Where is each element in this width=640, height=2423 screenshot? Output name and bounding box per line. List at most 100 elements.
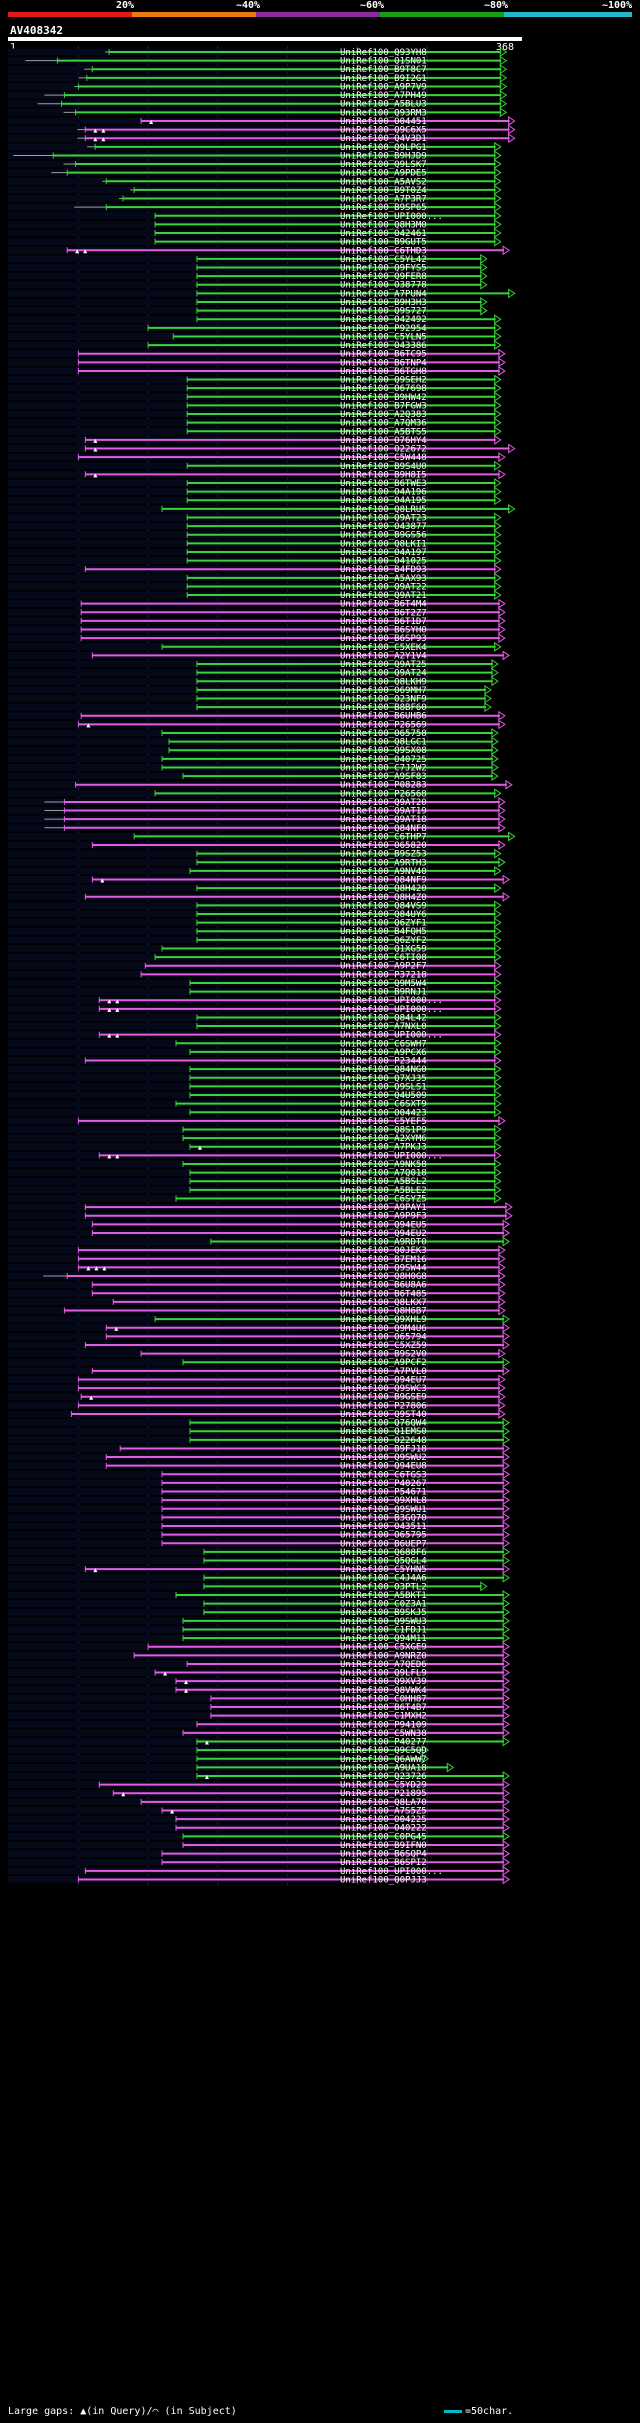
- hit-arrowhead: [502, 1340, 510, 1350]
- hit-arrowhead: [508, 503, 516, 514]
- query-gap-marker: [107, 1154, 112, 1159]
- hit-arrowhead: [498, 1409, 506, 1419]
- hit-label: UniRef100_C5XEK4: [340, 643, 427, 653]
- hit-arrowhead: [494, 159, 502, 169]
- row-band: [8, 410, 338, 418]
- hit-label: UniRef100_B6UHB6: [340, 712, 427, 722]
- hit-arrowhead: [502, 1417, 510, 1428]
- hit-arrowhead: [494, 969, 502, 980]
- hit-label: UniRef100_A5BKT1: [340, 1591, 427, 1601]
- hit-label: UniRef100_Q6ZYF1: [340, 919, 427, 929]
- hit-label: UniRef100_A7PVL0: [340, 1367, 427, 1377]
- query-gap-marker: [83, 249, 88, 254]
- query-gap-marker: [204, 1775, 209, 1779]
- hit-arrowhead: [494, 383, 502, 394]
- hit-arrowhead: [480, 297, 488, 307]
- hit-arrowhead: [505, 779, 513, 790]
- hit-label: UniRef100_A9PCF2: [340, 1358, 427, 1368]
- hit-label: UniRef100_P26568: [340, 789, 427, 799]
- row-band: [8, 772, 338, 780]
- hit-label: UniRef100_Q84UY6: [340, 910, 427, 920]
- hit-arrowhead: [502, 1624, 510, 1635]
- row-band: [8, 1815, 338, 1823]
- hit-label: UniRef100_B6TWE3: [340, 479, 427, 489]
- hit-arrowhead: [494, 340, 502, 351]
- hit-label: UniRef100_Q8H4Z0: [340, 893, 427, 903]
- hit-arrowhead: [494, 434, 502, 445]
- hit-arrowhead: [502, 1512, 510, 1523]
- hit-label: UniRef100_B9HW42: [340, 393, 427, 403]
- row-band: [8, 1436, 338, 1444]
- hit-label: UniRef100_A9P7V9: [340, 82, 427, 92]
- legend-segment-100: [504, 12, 632, 17]
- hit-label: UniRef100_O65794: [340, 1332, 427, 1342]
- row-band: [8, 281, 338, 289]
- hit-arrowhead: [494, 1107, 502, 1118]
- query-gap-marker: [184, 1688, 189, 1693]
- hit-label: UniRef100_B9GS56: [340, 531, 427, 541]
- row-band: [8, 1660, 338, 1668]
- query-length-bar: [8, 37, 522, 41]
- row-band: [8, 1169, 338, 1177]
- hit-arrowhead: [502, 1684, 510, 1695]
- row-band: [8, 1074, 338, 1082]
- query-title: AV408342: [10, 24, 63, 37]
- hit-arrowhead: [502, 1805, 510, 1816]
- hit-label: UniRef100_Q9LSK7: [340, 160, 427, 170]
- row-band: [8, 255, 338, 263]
- row-band: [8, 1048, 338, 1056]
- hit-arrowhead: [494, 538, 502, 549]
- legend-segment-80: [380, 12, 504, 17]
- hit-label: UniRef100_B9IFN0: [340, 1841, 427, 1851]
- hit-arrowhead: [480, 271, 488, 282]
- row-band: [8, 539, 338, 547]
- hit-label: UniRef100_Q8LA70: [340, 1798, 427, 1808]
- hit-label: UniRef100_A9PAY1: [340, 1203, 427, 1213]
- row-band: [8, 1022, 338, 1030]
- row-band: [8, 1772, 338, 1780]
- hit-arrowhead: [502, 1495, 510, 1506]
- hit-label: UniRef100_UPI000...: [340, 1031, 443, 1041]
- row-band: [8, 298, 338, 306]
- legend-label-20: 20%: [116, 0, 135, 11]
- hit-label: UniRef100_A9UA18: [340, 1763, 427, 1773]
- hit-arrowhead: [502, 1443, 510, 1454]
- hit-label: UniRef100_B9I2G1: [340, 74, 427, 84]
- hit-label: UniRef100_P27806: [340, 1401, 427, 1411]
- hit-arrowhead: [499, 47, 508, 57]
- hit-arrowhead: [498, 1400, 506, 1411]
- hit-arrowhead: [484, 702, 492, 713]
- hit-label: UniRef100_B6TC95: [340, 350, 427, 360]
- hit-arrowhead: [480, 262, 488, 273]
- hit-label: UniRef100_O4A196: [340, 488, 427, 498]
- hit-label: UniRef100_Q6AWW7: [340, 1755, 427, 1765]
- hit-label: UniRef100_Q84NG0: [340, 1065, 427, 1075]
- hit-arrowhead: [480, 305, 488, 316]
- hit-arrowhead: [494, 210, 502, 221]
- hit-arrowhead: [494, 219, 502, 230]
- row-band: [8, 1557, 338, 1564]
- row-band: [8, 582, 338, 590]
- hit-label: UniRef100_Q84NF9: [340, 876, 427, 886]
- hit-arrowhead: [502, 1219, 510, 1230]
- hit-arrowhead: [494, 141, 502, 152]
- query-gap-marker: [93, 137, 98, 142]
- query-gap-marker: [86, 1266, 91, 1271]
- hit-label: UniRef100_C6TI08: [340, 953, 427, 963]
- hit-arrowhead: [502, 1814, 510, 1825]
- hit-arrowhead: [498, 822, 506, 833]
- hit-label: UniRef100_A7QED6: [340, 1660, 427, 1670]
- row-band: [8, 1013, 338, 1021]
- hit-arrowhead: [508, 116, 516, 126]
- row-band: [8, 884, 338, 892]
- hit-arrowhead: [494, 521, 502, 532]
- hit-label: UniRef100_Q23726: [340, 1772, 427, 1782]
- query-gap-marker: [107, 1007, 112, 1012]
- row-band: [8, 401, 338, 409]
- row-band: [8, 1617, 338, 1625]
- hit-arrowhead: [498, 1279, 506, 1290]
- hit-label: UniRef100_O67698: [340, 384, 427, 394]
- hit-arrowhead: [494, 400, 502, 411]
- hit-label: UniRef100_C7J2W2: [340, 763, 427, 773]
- hit-label: UniRef100_Q8LKX7: [340, 1298, 427, 1308]
